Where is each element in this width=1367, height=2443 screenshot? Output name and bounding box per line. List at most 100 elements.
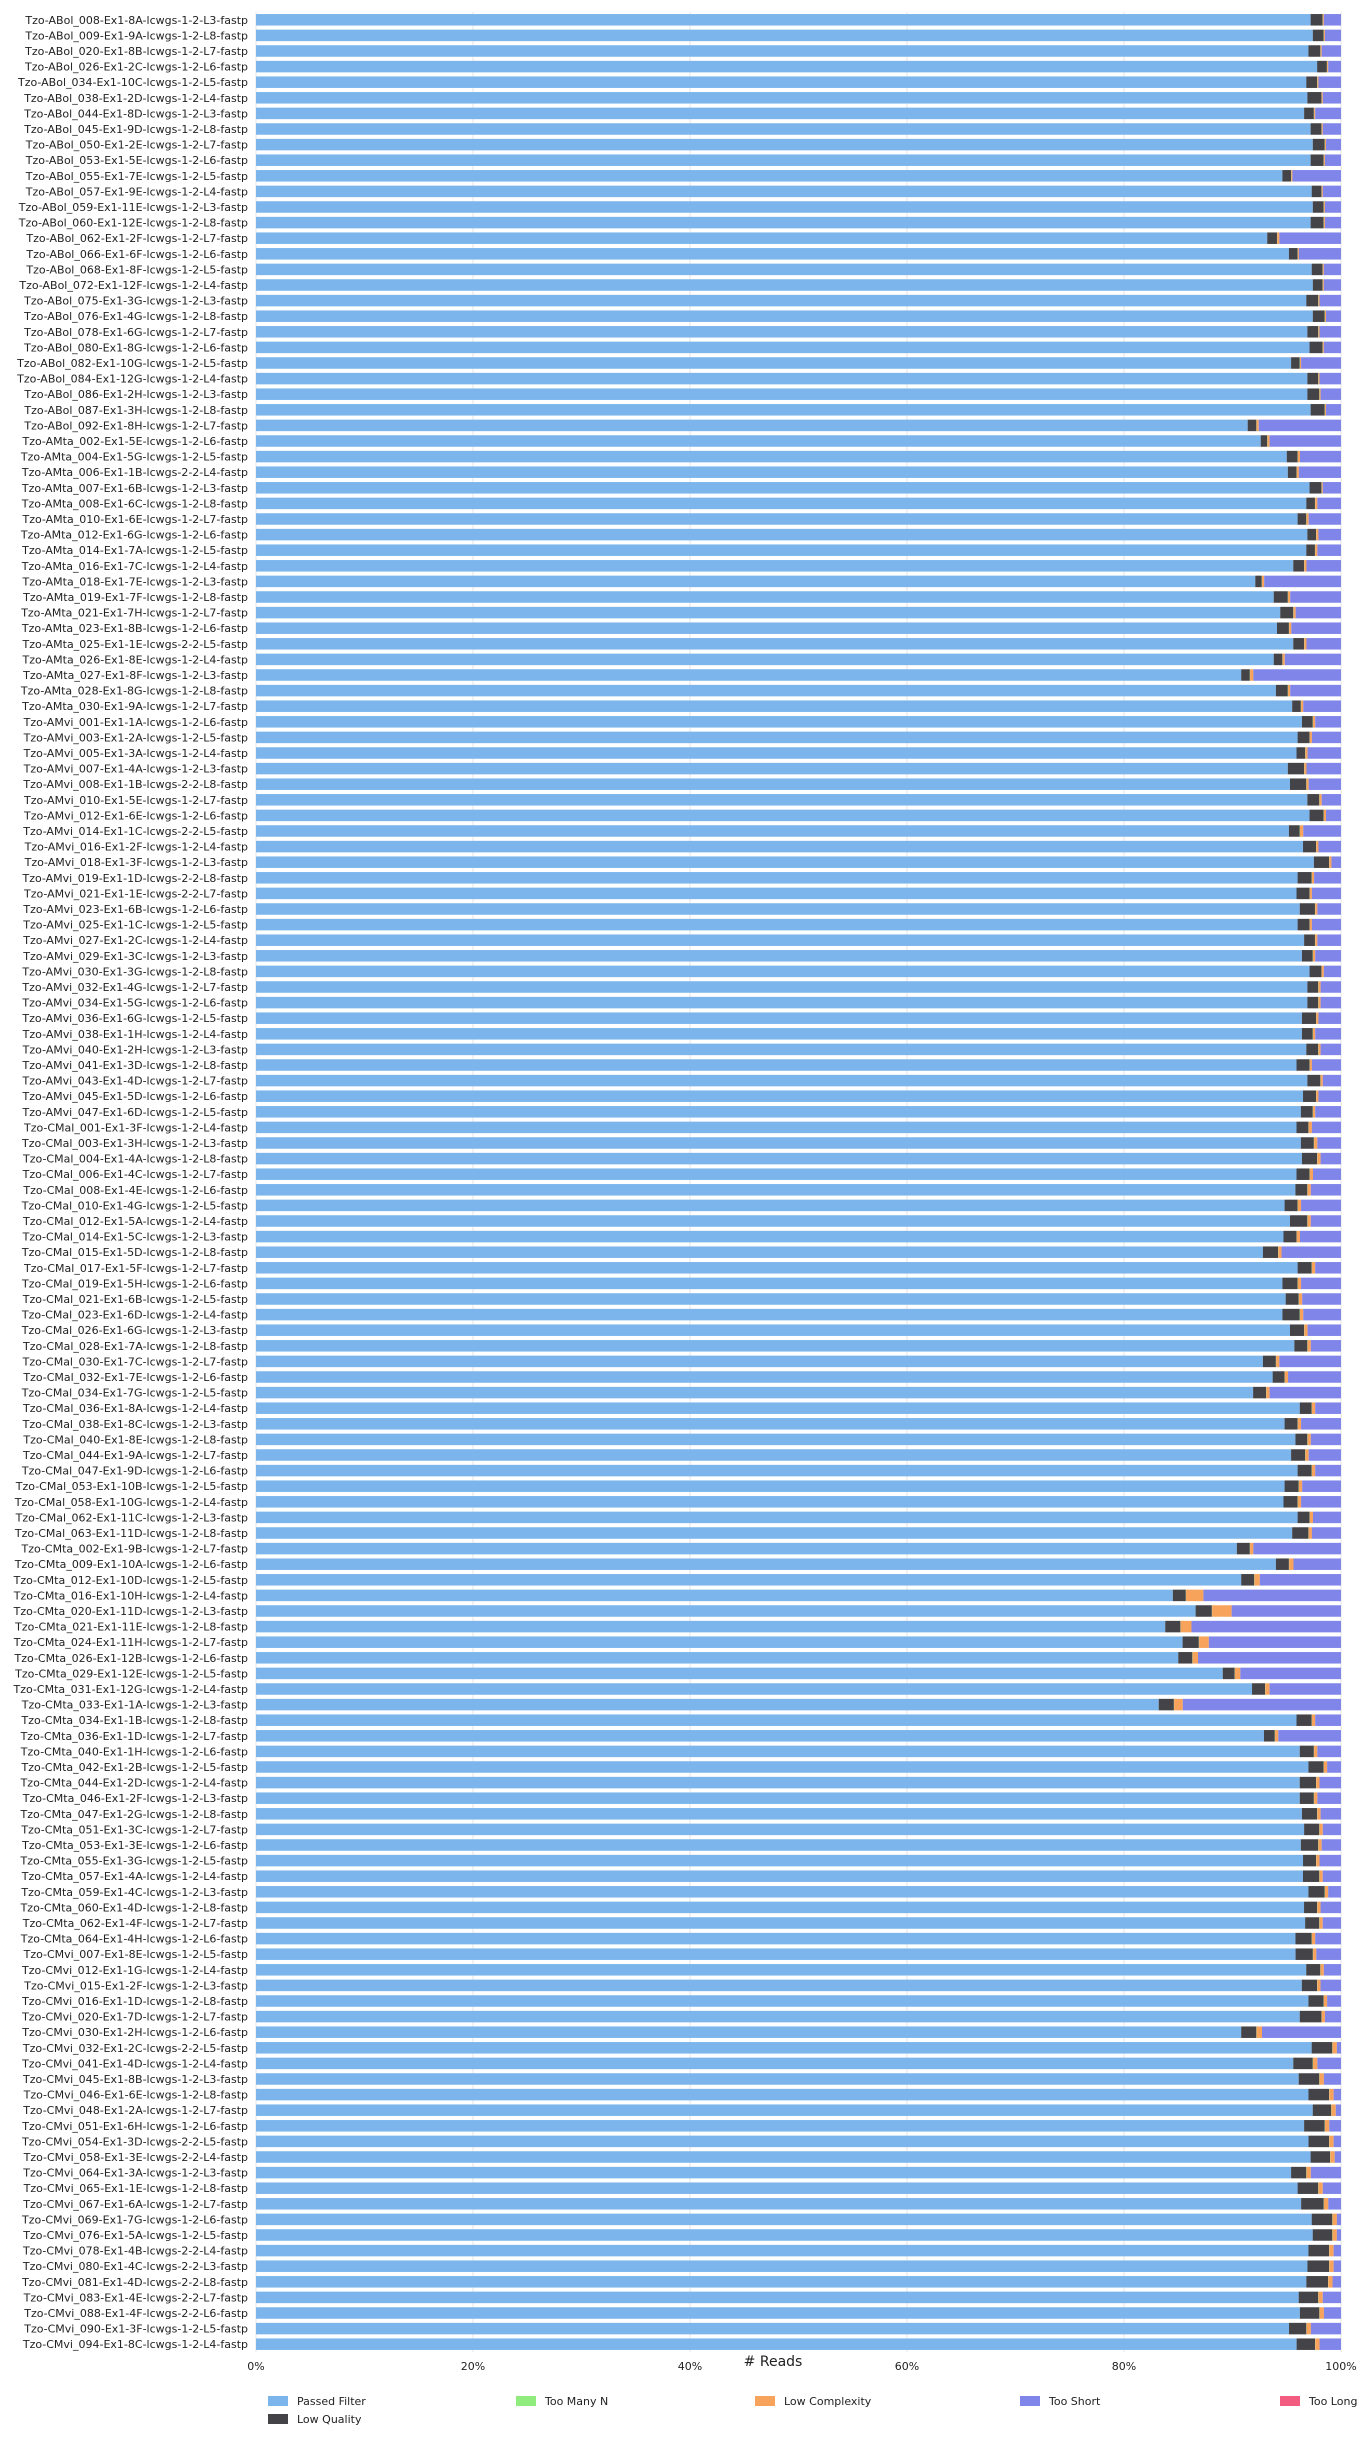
bar-segment [1319, 372, 1341, 385]
x-tick-label: 20% [461, 2360, 485, 2373]
bar-row [256, 76, 1341, 88]
legend-swatch [268, 2396, 288, 2406]
bar-segment [1299, 825, 1304, 837]
bar-row [256, 450, 1341, 463]
bar-segment [1318, 372, 1320, 385]
bar-segment [1288, 248, 1298, 260]
category-label: Tzo-CMta_031-Ex1-12G-lcwgs-1-2-L4-fastp [13, 1683, 248, 1696]
bar-segment [256, 934, 1305, 946]
bar-segment [1309, 809, 1324, 822]
bar-segment [256, 528, 1308, 541]
bar-segment [1306, 2322, 1311, 2335]
bar-row [256, 1277, 1341, 1290]
bar-segment [256, 1464, 1298, 1477]
bar-segment [1301, 950, 1313, 962]
bar-segment [1319, 1823, 1323, 1836]
bar-segment [1308, 45, 1321, 57]
bar-segment [1336, 2042, 1341, 2054]
bar-segment [256, 950, 1302, 962]
bar-segment [1294, 1340, 1308, 1352]
bar-segment [1324, 201, 1341, 213]
category-label: Tzo-ABol_068-Ex1-8F-lcwgs-1-2-L5-fastp [25, 263, 248, 276]
bar-segment [1272, 1371, 1285, 1383]
bar-segment [1311, 1262, 1316, 1274]
bar-segment [256, 1152, 1302, 1165]
bar-segment [256, 1418, 1285, 1430]
bar-segment [1313, 1168, 1341, 1180]
bar-segment [1324, 2120, 1330, 2132]
bar-segment [1291, 2166, 1307, 2179]
bar-segment [1295, 1433, 1308, 1446]
bar-segment [256, 1823, 1305, 1836]
bar-segment [1319, 1917, 1323, 1929]
bar-segment [1299, 1745, 1314, 1758]
bar-segment [1323, 1964, 1341, 1976]
bar-segment [1278, 1730, 1341, 1742]
bar-segment [256, 232, 1268, 244]
bar-segment [1256, 419, 1259, 432]
category-label: Tzo-CMvi_015-Ex1-2F-lcwgs-1-2-L3-fastp [23, 1979, 248, 1992]
bar-segment [256, 606, 1281, 619]
bar-segment [1301, 357, 1341, 369]
category-label: Tzo-CMal_010-Ex1-4G-lcwgs-1-2-L5-fastp [21, 1199, 248, 1212]
bar-segment [1236, 1542, 1250, 1555]
bar-segment [1300, 1839, 1319, 1851]
bar-segment [1296, 1121, 1309, 1134]
legend-item: Too Long [1280, 2395, 1357, 2408]
bar-segment [256, 1293, 1286, 1305]
category-label: Tzo-CMal_040-Ex1-8E-lcwgs-1-2-L8-fastp [22, 1433, 248, 1446]
bar-segment [1259, 1574, 1341, 1586]
category-label: Tzo-CMta_064-Ex1-4H-lcwgs-1-2-L6-fastp [20, 1933, 248, 1946]
bar-row [256, 1792, 1341, 1804]
bar-segment [1321, 2010, 1325, 2023]
bar-segment [1299, 1792, 1314, 1804]
bar-segment [256, 2213, 1312, 2226]
legend-label: Low Quality [297, 2413, 362, 2426]
bar-row [256, 1464, 1341, 1477]
bar-segment [256, 1652, 1179, 1664]
bar-segment [256, 716, 1302, 728]
bar-segment [1315, 497, 1318, 510]
category-label: Tzo-CMvi_076-Ex1-5A-lcwgs-1-2-L5-fastp [22, 2229, 248, 2242]
category-label: Tzo-AMvi_045-Ex1-5D-lcwgs-1-2-L6-fastp [21, 1090, 248, 1103]
bar-row [256, 1308, 1341, 1321]
bar-row [256, 825, 1341, 837]
bar-segment [1309, 731, 1312, 744]
bar-segment [1323, 279, 1341, 291]
bar-segment [256, 388, 1308, 400]
bar-segment [256, 778, 1291, 790]
category-label: Tzo-ABol_026-Ex1-2C-lcwgs-1-2-L6-fastp [24, 61, 248, 74]
bar-row [256, 872, 1341, 884]
category-label: Tzo-ABol_045-Ex1-9D-lcwgs-1-2-L8-fastp [23, 123, 248, 136]
category-label: Tzo-AMta_025-Ex1-1E-lcwgs-2-2-L5-fastp [22, 638, 249, 651]
bar-segment [256, 2307, 1300, 2319]
bar-segment [256, 357, 1292, 369]
bar-segment [1320, 996, 1341, 1009]
category-label: Tzo-ABol_078-Ex1-6G-lcwgs-1-2-L7-fastp [23, 326, 248, 339]
bar-row [256, 310, 1341, 322]
bar-segment [1296, 747, 1306, 759]
bar-segment [1310, 1340, 1341, 1352]
bar-segment [1332, 2229, 1337, 2241]
bar-segment [256, 794, 1308, 806]
bar-row [256, 1995, 1341, 2007]
bar-segment [1323, 1995, 1328, 2007]
category-label: Tzo-CMal_006-Ex1-4C-lcwgs-1-2-L7-fastp [22, 1168, 248, 1181]
bar-row [256, 1246, 1341, 1258]
bar-row [256, 1168, 1341, 1180]
bar-segment [256, 856, 1314, 868]
bar-segment [1309, 918, 1312, 931]
bar-row [256, 1605, 1341, 1617]
bar-segment [256, 840, 1304, 853]
bar-segment [1299, 2010, 1322, 2023]
bar-segment [1306, 2166, 1311, 2179]
bar-row [256, 2151, 1341, 2163]
category-label: Tzo-AMvi_038-Ex1-1H-lcwgs-1-2-L4-fastp [22, 1028, 248, 1041]
bar-segment [1324, 216, 1341, 229]
bar-segment [256, 1074, 1308, 1087]
bar-segment [256, 2229, 1313, 2241]
bar-segment [1308, 513, 1341, 525]
bar-row [256, 934, 1341, 946]
bar-segment [1319, 1776, 1341, 1789]
bar-segment [1288, 1371, 1341, 1383]
